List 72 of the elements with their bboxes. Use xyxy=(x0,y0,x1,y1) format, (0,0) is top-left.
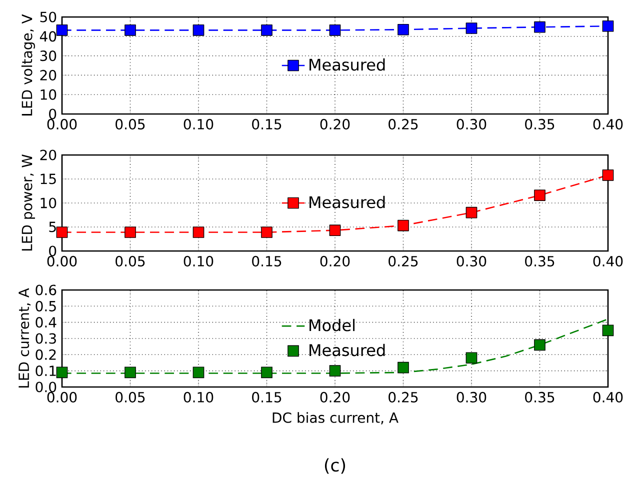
y-axis-title: LED voltage, V xyxy=(21,14,35,116)
point xyxy=(56,366,68,378)
x-tick-label: 0.05 xyxy=(116,118,145,130)
point xyxy=(398,362,409,374)
y-axis-title: LED current, A xyxy=(18,288,31,388)
legend-label: Model xyxy=(310,318,355,332)
x-tick-label: 0.15 xyxy=(252,256,282,266)
x-tick-label: 0.25 xyxy=(388,392,418,402)
y-tick-label: 0.1 xyxy=(36,366,56,376)
y-tick-label: 0.4 xyxy=(36,317,56,328)
point xyxy=(261,366,272,378)
x-tick-label: 0.30 xyxy=(456,256,486,266)
x-axis-title: DC bias current, A xyxy=(272,412,398,424)
x-tick-label: 0.20 xyxy=(320,118,350,130)
y-tick-label: 5 xyxy=(49,222,56,232)
x-tick-label: 0.10 xyxy=(184,118,214,130)
legend-label: Measured xyxy=(310,196,385,208)
x-tick-label: 0.30 xyxy=(456,392,486,402)
point xyxy=(329,224,341,236)
y-tick-label: 0.5 xyxy=(36,300,56,312)
point xyxy=(124,366,136,378)
x-tick-label: 0.10 xyxy=(184,392,214,402)
y-tick-label: 50 xyxy=(40,12,56,22)
y-tick-label: 15 xyxy=(40,174,56,184)
y-axis-title: LED power, W xyxy=(22,154,35,251)
x-tick-label: 0.00 xyxy=(47,256,77,266)
y-tick-label: 10 xyxy=(40,89,56,100)
y-tick-label: 0.3 xyxy=(36,333,56,344)
x-tick-label: 0.40 xyxy=(593,392,623,402)
y-tick-label: 0 xyxy=(49,246,56,256)
x-tick-label: 0.10 xyxy=(184,256,214,266)
x-tick-label: 0.35 xyxy=(525,256,554,266)
x-tick-label: 0.00 xyxy=(47,392,77,402)
point xyxy=(534,339,546,351)
point xyxy=(56,226,68,238)
y-tick-label: 20 xyxy=(40,150,56,160)
x-tick-label: 0.35 xyxy=(525,392,554,402)
point xyxy=(534,190,546,201)
y-tick-label: 10 xyxy=(40,198,56,208)
point xyxy=(329,365,341,376)
point xyxy=(398,220,409,232)
y-tick-label: 20 xyxy=(40,70,56,80)
legend-label: Measured xyxy=(310,58,385,71)
x-tick-label: 0.05 xyxy=(116,392,145,402)
x-tick-label: 0.40 xyxy=(593,118,623,130)
point xyxy=(466,352,478,364)
y-tick-label: 30 xyxy=(40,50,56,62)
point xyxy=(602,169,614,181)
point xyxy=(192,366,204,378)
x-tick-label: 0.05 xyxy=(116,256,145,266)
y-tick-label: 40 xyxy=(40,31,56,42)
point xyxy=(124,226,136,238)
text: (c) xyxy=(324,458,346,474)
point xyxy=(192,226,204,238)
point xyxy=(602,324,614,336)
y-tick-label: 0.0 xyxy=(36,382,56,392)
point xyxy=(261,226,272,238)
x-tick-label: 0.25 xyxy=(388,118,418,130)
x-tick-label: 0.20 xyxy=(320,392,350,402)
x-tick-label: 0.35 xyxy=(525,118,554,130)
x-tick-label: 0.40 xyxy=(593,256,623,266)
x-tick-label: 0.15 xyxy=(252,392,282,402)
x-tick-label: 0.25 xyxy=(388,256,418,266)
x-tick-label: 0.30 xyxy=(456,118,486,130)
point xyxy=(466,206,478,218)
y-tick-label: 0 xyxy=(49,108,56,120)
x-tick-label: 0.20 xyxy=(320,256,350,266)
y-tick-label: 0.6 xyxy=(36,284,56,296)
legend-label: Measured xyxy=(310,344,385,356)
x-tick-label: 0.00 xyxy=(47,118,77,130)
x-tick-label: 0.15 xyxy=(252,118,282,130)
y-tick-label: 0.2 xyxy=(36,349,56,360)
